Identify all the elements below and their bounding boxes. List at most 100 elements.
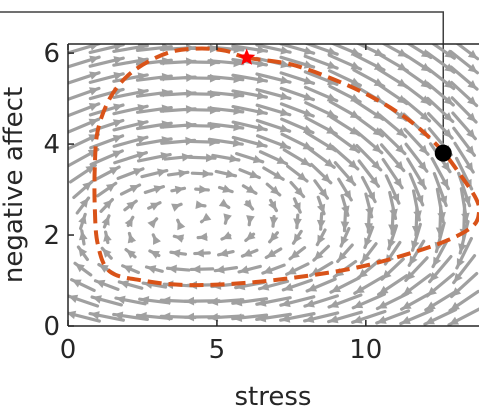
field-arrow	[292, 197, 302, 214]
field-arrow	[165, 264, 191, 274]
field-arrow	[388, 190, 398, 221]
field-arrow	[364, 209, 374, 234]
markers-layer	[238, 48, 452, 162]
field-arrow	[258, 150, 289, 166]
field-arrow	[316, 195, 326, 216]
field-arrow	[262, 166, 285, 181]
field-arrow	[223, 213, 232, 225]
field-arrow	[426, 112, 454, 140]
field-arrow	[68, 102, 101, 118]
field-arrow	[68, 294, 100, 308]
field-arrow	[381, 157, 404, 190]
field-arrow	[377, 113, 408, 139]
field-arrow	[425, 81, 455, 107]
field-arrow	[268, 198, 278, 213]
field-arrow	[340, 210, 350, 233]
field-arrow	[280, 117, 315, 135]
field-arrow	[112, 135, 149, 148]
field-arrow	[408, 172, 425, 207]
field-arrow	[147, 217, 159, 229]
field-arrow	[354, 129, 384, 155]
field-arrow	[121, 264, 141, 275]
field-arrow	[76, 245, 89, 262]
field-arrow	[401, 273, 432, 297]
field-arrow	[340, 194, 350, 217]
field-arrow	[124, 215, 135, 228]
field-arrow	[196, 232, 208, 242]
field-arrow	[304, 101, 339, 119]
field-arrow	[351, 292, 386, 310]
field-arrow	[450, 80, 479, 108]
field-arrow	[457, 171, 472, 208]
x-axis-label: stress	[235, 382, 312, 412]
field-arrow	[88, 44, 125, 55]
field-arrow	[207, 122, 245, 132]
field-arrow	[401, 82, 432, 106]
field-arrow	[103, 230, 112, 245]
field-arrow	[360, 175, 377, 204]
field-arrow	[449, 65, 479, 91]
field-arrow	[88, 71, 125, 84]
field-arrow	[359, 242, 378, 265]
field-arrow	[309, 162, 333, 185]
field-arrow	[231, 297, 269, 307]
field-arrow	[68, 163, 97, 184]
y-tick-label: 0	[43, 312, 60, 342]
field-arrow	[231, 73, 269, 84]
field-arrow	[78, 212, 87, 231]
field-arrow	[399, 308, 434, 326]
field-arrow	[303, 54, 339, 70]
field-arrow	[337, 177, 353, 202]
field-arrow	[88, 56, 125, 68]
field-arrow	[207, 137, 244, 148]
field-arrow	[285, 262, 310, 276]
field-arrow	[255, 296, 292, 307]
field-arrow	[306, 146, 336, 169]
field-arrow	[113, 151, 148, 165]
field-arrow	[114, 295, 147, 306]
field-arrow	[255, 44, 292, 55]
field-arrow	[255, 312, 292, 323]
field-arrow	[328, 69, 362, 87]
field-arrow	[257, 279, 290, 291]
field-arrow	[231, 89, 268, 100]
field-arrow	[112, 103, 149, 116]
field-arrow	[144, 265, 164, 274]
field-arrow	[88, 311, 125, 322]
field-arrow	[316, 212, 326, 231]
field-arrow	[124, 248, 137, 259]
field-arrow	[425, 66, 456, 91]
field-arrow	[387, 224, 399, 251]
field-arrow	[435, 187, 446, 224]
field-arrow	[112, 311, 149, 321]
field-arrow	[288, 246, 307, 261]
field-arrow	[401, 97, 432, 123]
field-arrow	[329, 276, 361, 294]
field-arrow	[452, 126, 477, 157]
field-arrow	[213, 265, 239, 274]
field-arrow	[327, 310, 363, 324]
field-arrow	[187, 153, 217, 163]
field-arrow	[449, 50, 479, 75]
field-arrow	[455, 236, 473, 270]
field-arrow	[231, 313, 269, 323]
field-arrow	[255, 72, 292, 85]
field-arrow	[189, 264, 215, 274]
field-arrow	[455, 44, 479, 61]
field-arrow	[172, 234, 185, 243]
field-arrow	[195, 200, 207, 209]
field-arrow	[279, 312, 316, 323]
field-arrow	[78, 229, 88, 246]
field-arrow	[166, 169, 190, 178]
field-arrow	[406, 157, 427, 190]
red-star-marker	[238, 48, 256, 65]
field-arrow	[255, 118, 292, 133]
field-arrow	[353, 114, 385, 138]
field-arrow	[364, 192, 374, 219]
field-arrow	[217, 248, 235, 258]
field-arrow	[279, 86, 315, 102]
field-arrow	[231, 104, 268, 116]
field-arrow	[240, 248, 259, 258]
field-arrow	[127, 231, 137, 244]
field-arrow	[93, 279, 120, 291]
